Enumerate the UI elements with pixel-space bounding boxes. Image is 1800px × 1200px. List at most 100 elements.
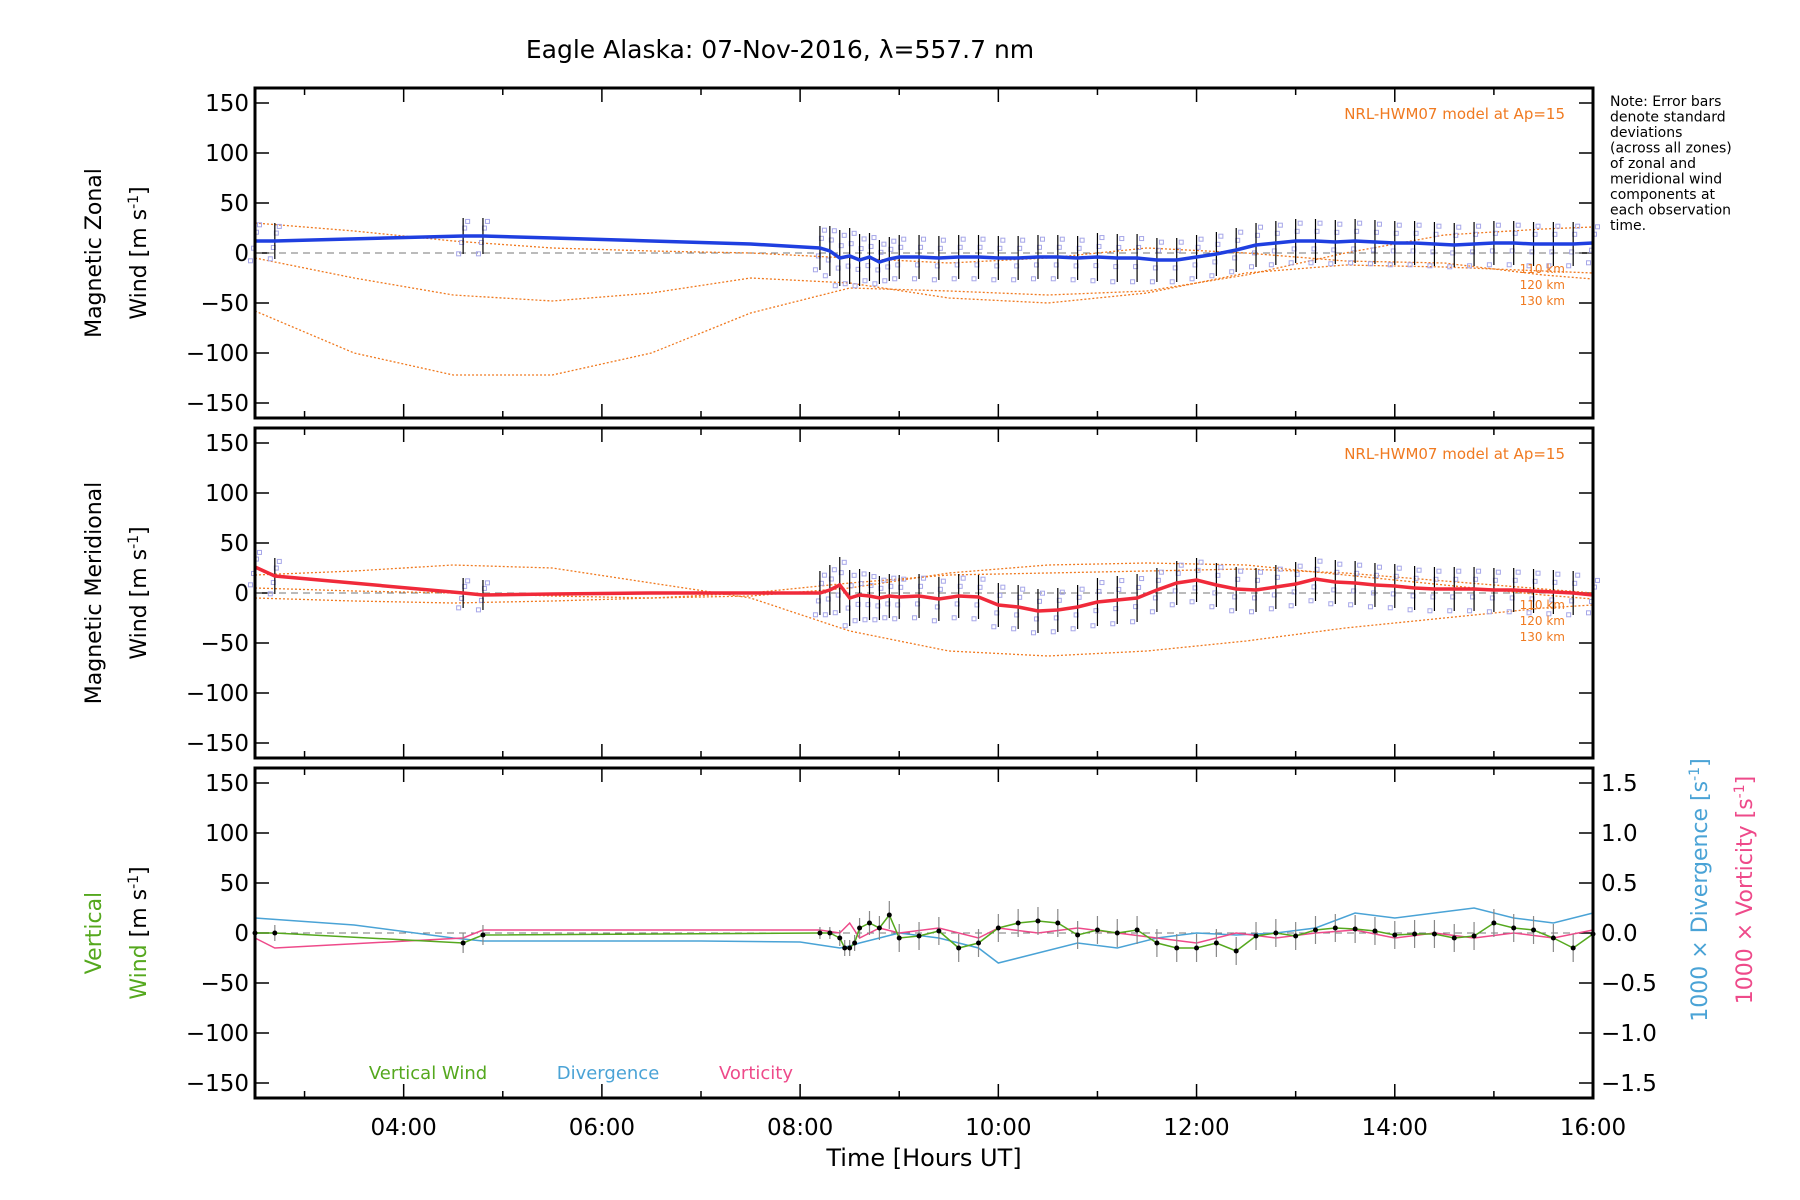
vertical-wind-point	[1451, 935, 1457, 941]
y2-axis-label-divergence: 1000 × Divergence [s-1]	[1687, 758, 1713, 1021]
sample-marker	[1030, 276, 1036, 282]
sample-marker	[1277, 222, 1283, 228]
y-tick-label: 100	[205, 821, 249, 847]
sample-marker	[1288, 603, 1294, 609]
sample-marker	[831, 228, 837, 234]
sample-marker	[991, 277, 997, 283]
sample-marker	[1348, 602, 1354, 608]
model-label: NRL-HWM07 model at Ap=15	[1344, 105, 1565, 123]
sample-marker	[1436, 568, 1442, 574]
y2-axis-label-divergence-part: ]	[1688, 758, 1713, 767]
sample-marker	[812, 612, 818, 618]
sample-marker	[1357, 562, 1363, 568]
sample-marker	[276, 558, 282, 564]
sample-marker	[971, 276, 977, 282]
sample-marker	[1158, 239, 1164, 245]
sample-marker	[960, 236, 966, 242]
sample-marker	[851, 230, 857, 236]
y-tick-label: −150	[186, 1071, 249, 1097]
y-tick-label: −150	[186, 391, 249, 417]
model-label: NRL-HWM07 model at Ap=15	[1344, 445, 1565, 463]
sample-marker	[1020, 237, 1026, 243]
vertical-wind-point	[1194, 945, 1200, 951]
y2-axis-label-vorticity-part: -1	[1732, 784, 1748, 798]
vertical-wind-point	[460, 940, 466, 946]
vertical-wind-point	[1392, 932, 1398, 938]
model-level-label: 130 km	[1520, 630, 1565, 644]
sample-marker	[1169, 279, 1175, 285]
y-tick-label: −100	[186, 341, 249, 367]
sample-marker	[1218, 564, 1224, 570]
vertical-wind-point	[1273, 930, 1279, 936]
x-axis-label: Time [Hours UT]	[825, 1144, 1021, 1172]
vertical-wind-point	[480, 932, 486, 938]
y2-axis-label-divergence-part: [s	[1688, 781, 1713, 801]
zonal-wind-line	[255, 234, 1594, 264]
y-tick-label: 0	[234, 581, 249, 607]
y-tick-label: 50	[220, 531, 249, 557]
vertical-wind-point	[876, 925, 882, 931]
y-tick-label: −150	[186, 731, 249, 757]
vertical-wind-point	[847, 945, 853, 951]
sample-marker	[842, 281, 848, 287]
sample-marker	[1178, 562, 1184, 568]
sample-marker	[267, 256, 273, 262]
sample-marker	[1526, 263, 1532, 269]
sample-marker	[971, 616, 977, 622]
vertical-wind-point	[1114, 930, 1120, 936]
panel-frame	[253, 86, 1595, 420]
sample-marker	[1189, 599, 1195, 605]
sample-marker	[1337, 221, 1343, 227]
sample-marker	[465, 578, 471, 584]
sample-marker	[267, 591, 273, 597]
sample-marker	[1586, 260, 1591, 266]
sample-marker	[831, 567, 837, 573]
y2-tick-label: 0.5	[1601, 871, 1638, 897]
y-axis-label-line2-part: Wind [m s	[127, 209, 152, 320]
y-axis-label-line1: Vertical	[82, 892, 107, 974]
sample-marker	[1249, 264, 1255, 270]
vertical-wind-point	[1471, 933, 1477, 939]
sample-marker	[1436, 223, 1442, 229]
x-axis: 04:00 06:00 08:00 10:00 12:00 14:00 16:00 Time …	[371, 1115, 1627, 1172]
sample-marker	[484, 218, 490, 224]
sample-marker	[1198, 236, 1204, 242]
y-axis-label-line2-part: -1	[126, 535, 142, 549]
y-axis-label-line2-part: -1	[126, 195, 142, 209]
sample-marker	[1229, 269, 1235, 275]
sample-marker	[1506, 262, 1512, 268]
vertical-wind-point	[852, 940, 858, 946]
note-line: denote standard	[1610, 110, 1726, 126]
y-tick-label: 50	[220, 871, 249, 897]
sample-marker	[1407, 607, 1413, 613]
sample-marker	[852, 283, 858, 289]
sample-marker	[1387, 262, 1393, 268]
legend-item: Vertical Wind	[369, 1063, 487, 1084]
sample-marker	[475, 607, 481, 613]
y2-axis-label-vorticity: 1000 × Vorticity [s-1]	[1732, 776, 1758, 1004]
sample-marker	[1367, 261, 1373, 267]
sample-marker	[1407, 262, 1413, 268]
sample-marker	[1456, 224, 1462, 230]
sample-marker	[456, 605, 462, 611]
sample-marker	[1495, 222, 1501, 228]
vertical-wind-point	[1352, 926, 1358, 932]
model-curve	[254, 568, 1594, 604]
sample-marker	[1317, 220, 1323, 226]
panel-meridional-wind: −150 −100 −50 0 50 100 150 NRL-HWM07 model at A…	[82, 426, 1600, 760]
sample-marker	[1110, 279, 1116, 285]
sample-marker	[1396, 222, 1402, 228]
sample-marker	[1447, 608, 1453, 614]
sample-marker	[1555, 223, 1561, 229]
sample-marker	[1575, 572, 1581, 578]
sample-marker	[1566, 612, 1572, 618]
vertical-wind-point	[1550, 935, 1556, 941]
sample-marker	[1476, 223, 1482, 229]
sample-marker	[1050, 629, 1056, 635]
sample-marker	[1337, 561, 1343, 567]
sample-marker	[1099, 235, 1105, 241]
panel-frame	[253, 766, 1595, 1100]
sample-marker	[276, 223, 282, 229]
sample-marker	[940, 578, 946, 584]
vertical-wind-point	[1312, 927, 1318, 933]
